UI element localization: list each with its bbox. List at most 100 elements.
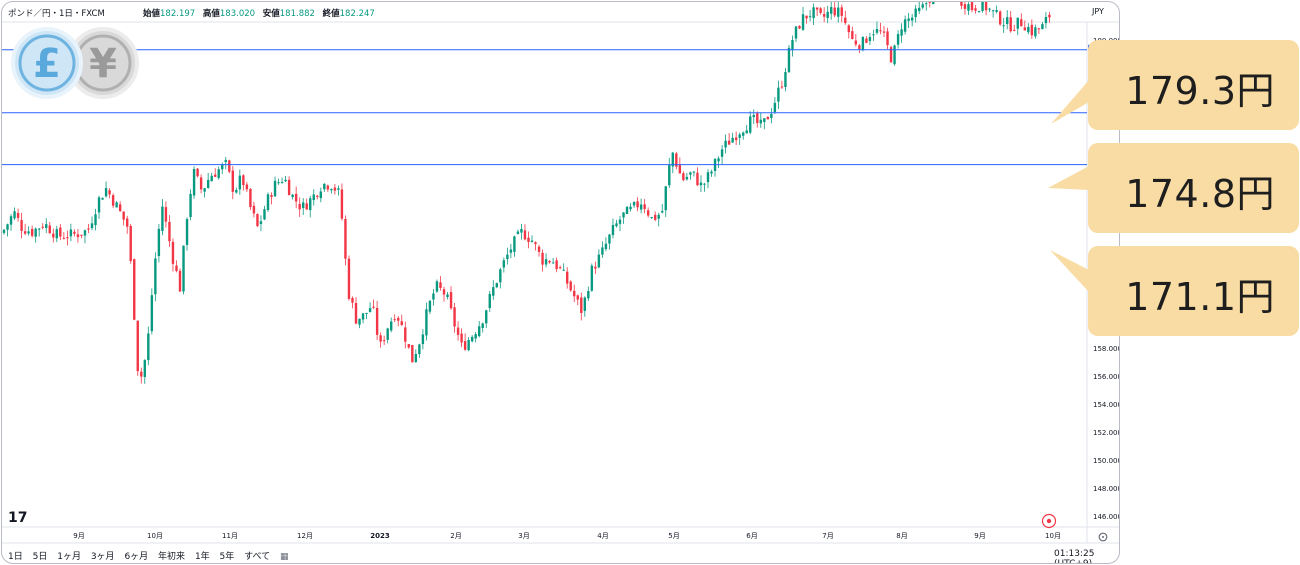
x-tick-label: 12月 [297, 532, 313, 540]
candle-body [720, 149, 724, 157]
candle-body [404, 327, 407, 342]
header-bar: ポンド／円・1日・FXCM 始値182.197 高値183.020 安値181.… [2, 2, 1087, 22]
candle-body [411, 345, 414, 363]
candle-body [636, 201, 639, 208]
chart-area[interactable]: 179.300 180.000170.000160.000158.000156.… [2, 2, 1119, 563]
candle-body [837, 7, 840, 17]
candle-body [502, 260, 506, 268]
candle-body [365, 312, 368, 314]
candle-body [368, 308, 372, 312]
candle-body [970, 2, 974, 11]
candle-body [154, 258, 157, 295]
candle-body [967, 4, 970, 11]
x-tick-label: 10月 [1045, 532, 1061, 540]
candle-body [435, 281, 439, 292]
candle-body [421, 334, 425, 345]
candle-body [551, 262, 555, 264]
candle-body [759, 119, 762, 124]
candle-body [34, 228, 37, 237]
candle-body [699, 182, 703, 186]
candle-body [48, 225, 51, 234]
candle-body [643, 204, 646, 210]
candle-body [108, 190, 111, 195]
candle-body [921, 4, 924, 8]
x-tick-label: 8月 [896, 532, 907, 540]
currency-label[interactable]: JPY [1092, 7, 1104, 16]
candle-body [974, 8, 977, 11]
x-tick-label: 9月 [974, 532, 985, 540]
candle-body [171, 241, 175, 264]
range-all-button[interactable]: すべて [244, 552, 271, 562]
symbol-title[interactable]: ポンド／円・1日・FXCM [8, 9, 105, 19]
candle-body [548, 260, 551, 263]
x-tick-label: 3月 [518, 532, 529, 540]
candle-body [372, 306, 375, 308]
candle-body [657, 214, 660, 219]
candle-body [798, 25, 801, 29]
candle-body [129, 226, 132, 262]
low-label: 安値 [262, 9, 280, 19]
candle-body [745, 130, 748, 134]
candle-body [830, 7, 833, 14]
candle-body [1034, 27, 1037, 37]
candle-body [478, 326, 481, 337]
range-5d-button[interactable]: 5日 [32, 552, 48, 562]
range-1m-button[interactable]: 1ヶ月 [57, 552, 81, 562]
y-tick-label: 156.000 [1093, 373, 1119, 381]
range-6m-button[interactable]: 6ヶ月 [124, 552, 149, 562]
candle-body [1023, 27, 1026, 31]
candle-body [801, 14, 805, 30]
candle-body [312, 194, 315, 201]
candle-body [597, 254, 601, 268]
candle-body [13, 211, 16, 219]
range-1y-button[interactable]: 1年 [194, 552, 210, 562]
candle-body [407, 344, 410, 348]
candle-body [203, 188, 206, 192]
candle-body [566, 271, 569, 284]
tradingview-logo: 17 [8, 510, 27, 526]
candle-body [263, 209, 266, 220]
y-tick-label: 152.000 [1093, 429, 1119, 437]
open-label: 始値 [143, 9, 161, 19]
candle-body [555, 260, 558, 270]
range-1d-button[interactable]: 1日 [8, 552, 23, 562]
candle-body [361, 313, 365, 320]
settings-icon[interactable] [1098, 532, 1108, 542]
candle-body [847, 25, 850, 33]
candle-body [805, 15, 808, 19]
candle-body [55, 229, 58, 239]
currency-icons: ¥ £ [11, 27, 139, 99]
candle-body [646, 210, 650, 216]
candle-body [228, 160, 231, 172]
candle-body [400, 321, 403, 326]
candle-body [516, 231, 520, 235]
candle-body [963, 4, 967, 9]
candle-body [654, 214, 657, 220]
candle-body [960, 2, 963, 6]
range-3m-button[interactable]: 3ヶ月 [90, 552, 115, 562]
candle-body [1041, 24, 1044, 30]
y-tick-label: 158.000 [1093, 345, 1119, 353]
date-range-icon[interactable]: ▦ [280, 552, 289, 562]
candle-body [562, 269, 565, 271]
candle-body [488, 293, 491, 309]
candle-body [161, 206, 164, 231]
candle-body [541, 252, 544, 265]
candle-body [752, 114, 755, 118]
range-5y-button[interactable]: 5年 [219, 552, 235, 562]
candle-body [513, 236, 516, 252]
candle-body [206, 179, 210, 188]
candle-body [903, 19, 907, 32]
candle-body [164, 207, 168, 222]
range-ytd-button[interactable]: 年初来 [158, 552, 186, 562]
open-value: 182.197 [160, 9, 196, 19]
candle-body [629, 206, 632, 210]
replay-icon[interactable] [1041, 513, 1057, 529]
candle-body [918, 7, 921, 11]
candle-body [101, 197, 104, 200]
candle-body [305, 203, 308, 210]
candle-body [168, 221, 171, 242]
candle-body [833, 7, 836, 16]
candle-body [428, 300, 432, 312]
candle-body [333, 187, 337, 191]
